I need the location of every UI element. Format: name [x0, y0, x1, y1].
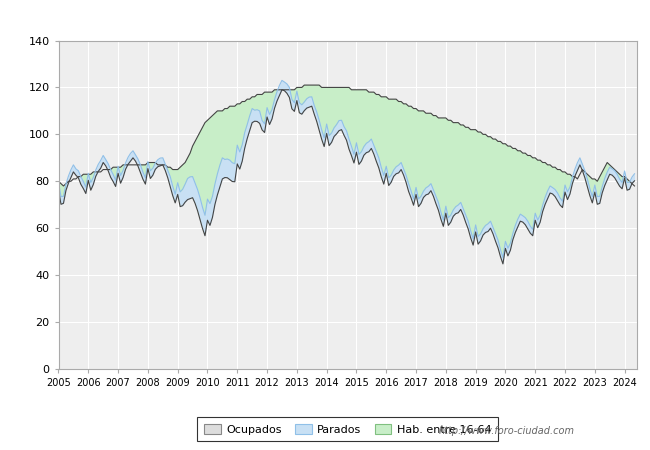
- Legend: Ocupados, Parados, Hab. entre 16-64: Ocupados, Parados, Hab. entre 16-64: [197, 417, 499, 441]
- Text: http://www.foro-ciudad.com: http://www.foro-ciudad.com: [439, 427, 575, 436]
- Text: Secastilla - Evolucion de la poblacion en edad de Trabajar Mayo de 2024: Secastilla - Evolucion de la poblacion e…: [54, 12, 596, 24]
